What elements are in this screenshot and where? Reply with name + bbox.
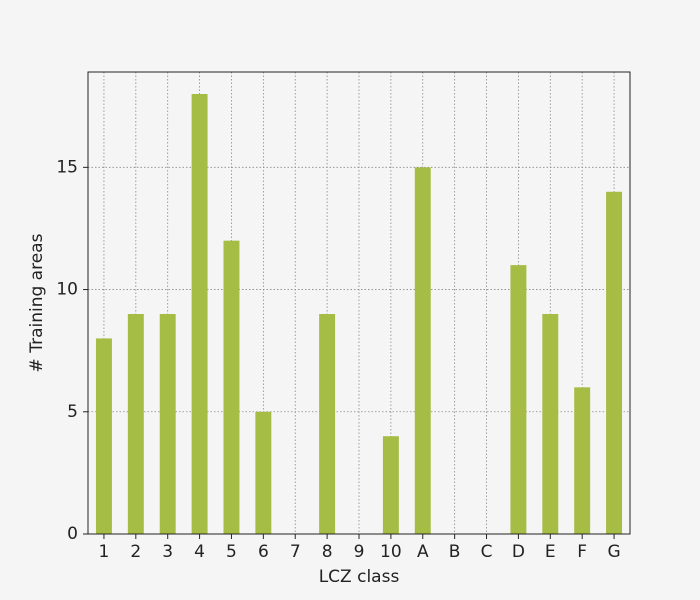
bar <box>510 265 527 534</box>
x-tick-label: 7 <box>290 542 301 562</box>
y-axis-label: # Training areas <box>27 233 47 372</box>
x-tick-label: 2 <box>130 542 141 562</box>
x-tick-label: 1 <box>99 542 110 562</box>
x-tick-label: C <box>481 542 493 562</box>
x-tick-label: 6 <box>258 542 269 562</box>
x-tick-label: 8 <box>322 542 333 562</box>
x-tick-label: 10 <box>380 542 402 562</box>
y-tick-label: 5 <box>67 402 78 422</box>
bar <box>95 338 112 534</box>
bar <box>223 240 240 534</box>
x-tick-label: E <box>545 542 556 562</box>
y-tick-label: 0 <box>67 524 78 544</box>
bar <box>414 167 431 535</box>
bar <box>191 94 208 534</box>
x-tick-label: 9 <box>354 542 365 562</box>
bar <box>255 411 272 534</box>
x-tick-label: G <box>607 542 620 562</box>
bar <box>542 314 559 534</box>
bar <box>159 314 176 534</box>
x-tick-label: F <box>577 542 587 562</box>
x-tick-label: B <box>449 542 461 562</box>
x-tick-label: D <box>512 542 525 562</box>
bar <box>574 387 591 534</box>
x-tick-label: 5 <box>226 542 237 562</box>
bar <box>127 314 144 534</box>
x-axis-label: LCZ class <box>319 567 400 587</box>
x-tick-label: 4 <box>194 542 205 562</box>
plot-frame <box>87 71 631 535</box>
bar <box>606 191 623 534</box>
bar <box>382 436 399 534</box>
x-tick-label: 3 <box>162 542 173 562</box>
bar <box>319 314 336 534</box>
y-tick-label: 15 <box>56 157 78 177</box>
y-tick-label: 10 <box>56 280 78 300</box>
x-tick-label: A <box>417 542 429 562</box>
